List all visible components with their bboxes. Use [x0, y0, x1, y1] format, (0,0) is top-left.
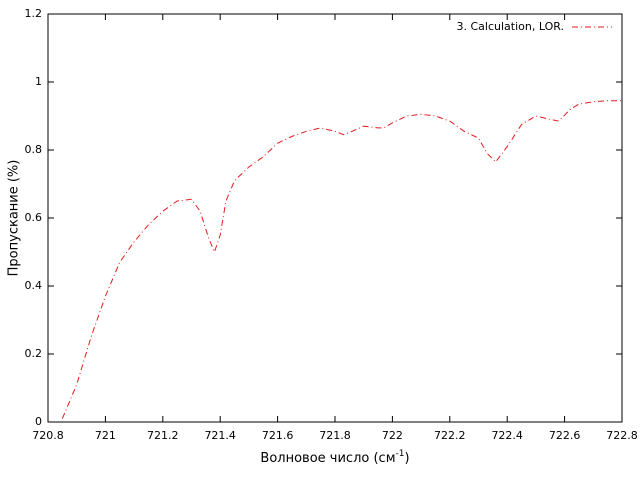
series-line	[61, 100, 622, 419]
y-tick-label: 0.2	[25, 347, 43, 360]
legend-label: 3. Calculation, LOR.	[457, 20, 565, 33]
x-tick-label: 721.2	[147, 429, 179, 442]
x-tick-label: 721	[95, 429, 116, 442]
y-tick-label: 1	[35, 75, 42, 88]
x-tick-label: 721.8	[319, 429, 351, 442]
x-tick-label: 720.8	[32, 429, 64, 442]
plot-border	[47, 13, 623, 423]
y-tick-label: 0.8	[25, 143, 43, 156]
x-axis-label: Волновое число (см-1)	[260, 449, 409, 466]
x-tick-label: 722	[382, 429, 403, 442]
x-tick-label: 722.6	[549, 429, 581, 442]
x-tick-label: 722.2	[434, 429, 466, 442]
y-tick-label: 1.2	[25, 7, 43, 20]
x-tick-label: 722.4	[491, 429, 523, 442]
y-tick-label: 0	[35, 415, 42, 428]
y-tick-label: 0.4	[25, 279, 43, 292]
y-axis-label: Пропускание (%)	[7, 160, 22, 277]
x-tick-label: 722.8	[606, 429, 638, 442]
x-axis-label-sup: -1	[396, 449, 405, 459]
x-axis-label-main: Волновое число (см	[260, 451, 395, 466]
x-tick-label: 721.6	[262, 429, 294, 442]
x-tick-label: 721.4	[204, 429, 236, 442]
x-axis-label-end: )	[404, 451, 409, 466]
y-tick-label: 0.6	[25, 211, 43, 224]
